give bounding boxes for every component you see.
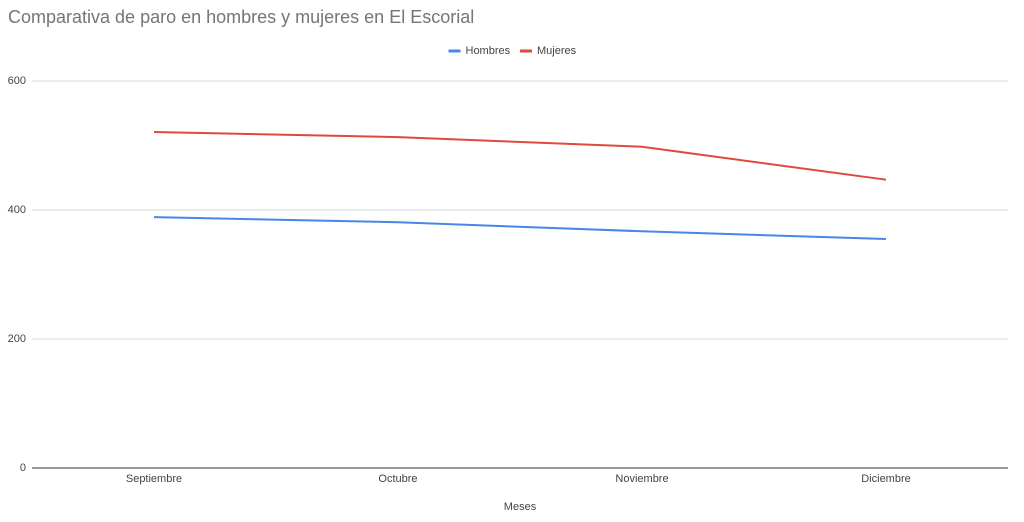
x-axis-label: Meses <box>504 501 537 513</box>
y-tick-label: 400 <box>8 204 26 216</box>
x-tick-label: Octubre <box>378 473 417 485</box>
chart-title: Comparativa de paro en hombres y mujeres… <box>8 7 474 27</box>
y-tick-label: 200 <box>8 333 26 345</box>
series-line <box>153 130 887 181</box>
y-tick-label: 0 <box>20 462 26 474</box>
y-tick-label: 600 <box>8 75 26 87</box>
x-tick-label: Noviembre <box>615 473 668 485</box>
x-tick-label: Septiembre <box>126 473 182 485</box>
series-line <box>153 216 887 241</box>
legend-label: Mujeres <box>537 45 577 57</box>
legend-label: Hombres <box>466 45 511 57</box>
x-tick-label: Diciembre <box>861 473 911 485</box>
